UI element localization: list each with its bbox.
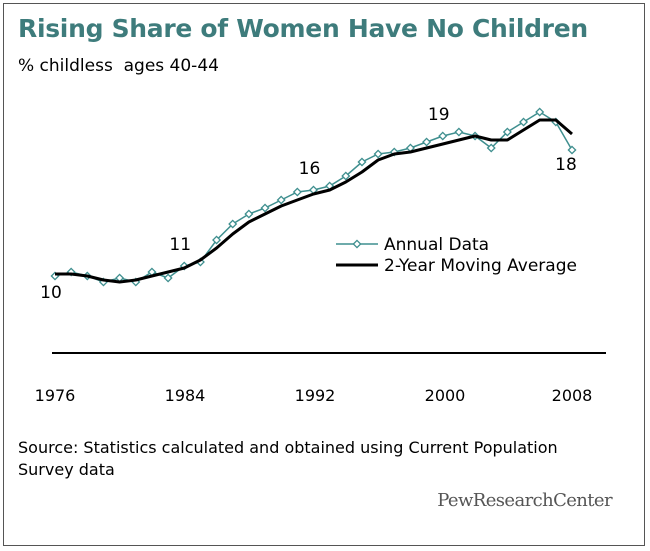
annual-data-point — [260, 203, 270, 213]
x-tick-label: 1976 — [35, 386, 76, 405]
data-label: 10 — [40, 283, 62, 303]
data-label: 16 — [299, 159, 321, 179]
annual-data-point — [292, 187, 302, 197]
annual-data-point — [486, 143, 496, 153]
annual-data-point — [276, 195, 286, 205]
x-tick-label: 2008 — [552, 386, 593, 405]
moving-average-line — [55, 118, 573, 284]
x-tick-label: 1984 — [165, 386, 206, 405]
annual-data-point — [454, 127, 464, 137]
annual-data-point — [373, 149, 383, 159]
data-label: 19 — [428, 105, 450, 125]
legend-annual-marker — [352, 239, 362, 249]
annual-data-point — [502, 127, 512, 137]
legend-ma-label: 2-Year Moving Average — [384, 256, 577, 276]
annual-data-point — [341, 171, 351, 181]
moving-average-series — [55, 118, 573, 284]
annual-data-point — [357, 157, 367, 167]
annual-data-point — [535, 107, 545, 117]
annual-data-point — [228, 219, 238, 229]
chart-frame — [3, 3, 645, 546]
x-tick-label: 1992 — [295, 386, 336, 405]
annual-data-point — [422, 137, 432, 147]
x-tick-label: 2000 — [425, 386, 466, 405]
annual-data-point — [212, 235, 222, 245]
annual-data-point — [163, 273, 173, 283]
data-label: 11 — [169, 235, 191, 255]
chart-title: Rising Share of Women Have No Children — [18, 14, 588, 43]
data-label: 18 — [555, 155, 577, 175]
annual-data-point — [519, 117, 529, 127]
data-labels: 10 11 16 19 18 — [40, 105, 577, 303]
x-axis-ticks: 1976 1984 1992 2000 2008 — [35, 386, 593, 405]
annual-data-point — [244, 209, 254, 219]
annual-data-point — [438, 131, 448, 141]
chart-subtitle: % childless ages 40-44 — [18, 56, 219, 76]
source-note: Source: Statistics calculated and obtain… — [18, 438, 558, 479]
brand-logo: PewResearchCenter — [437, 490, 612, 511]
annual-data-point — [567, 145, 577, 155]
legend-annual-label: Annual Data — [384, 235, 489, 255]
